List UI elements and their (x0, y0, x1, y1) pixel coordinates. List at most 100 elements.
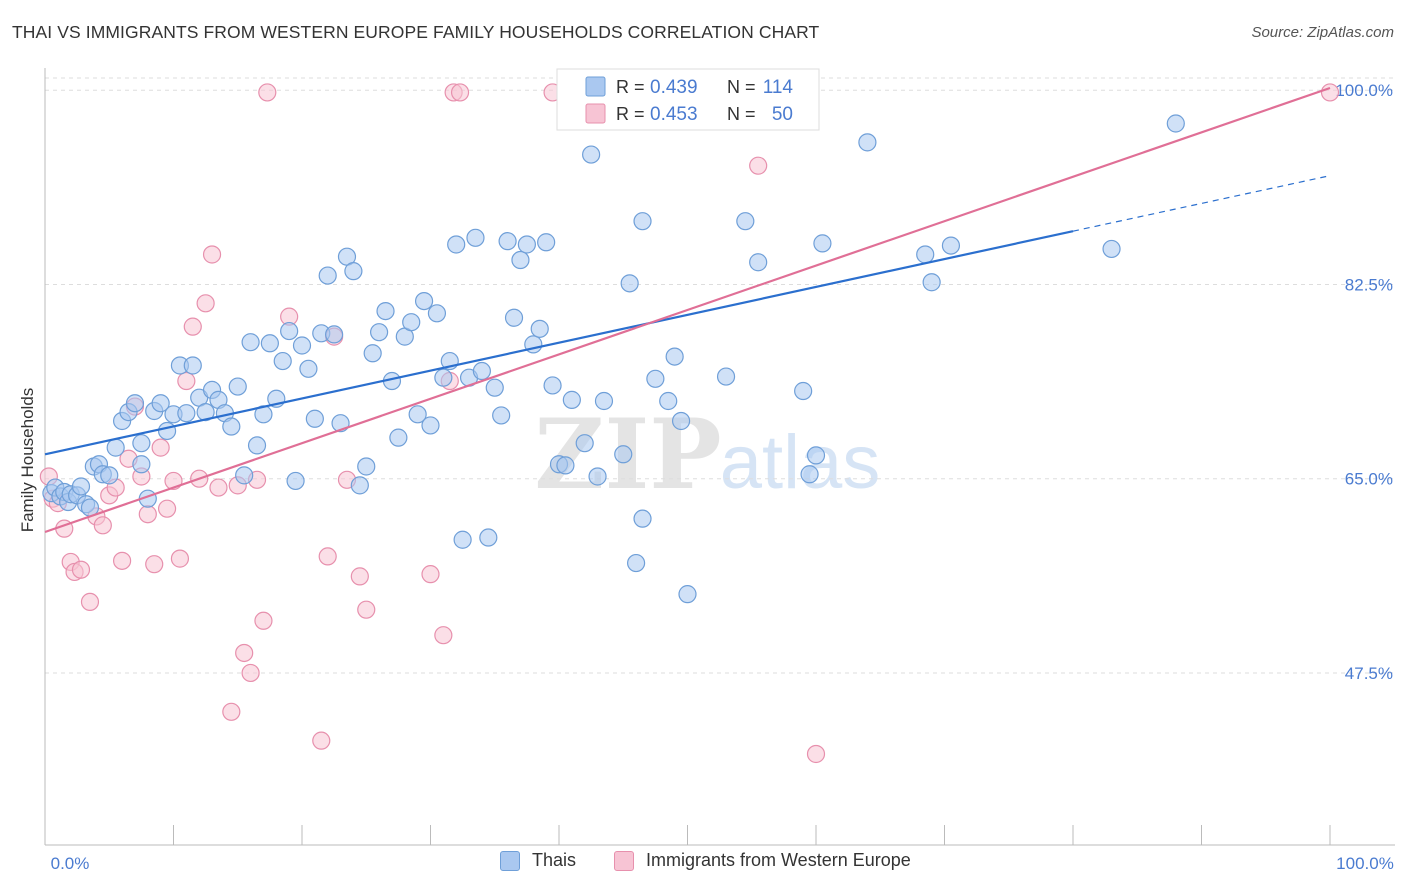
western-europe-point (350, 567, 369, 586)
western-europe-point (241, 663, 260, 683)
legend-label-western-europe: Immigrants from Western Europe (646, 850, 911, 870)
thais-point (916, 245, 935, 264)
thais-point (453, 530, 472, 549)
western-europe-point (196, 294, 215, 313)
stats-r-label: R = (616, 104, 645, 124)
western-europe-point (235, 643, 254, 663)
thais-points (42, 114, 1185, 604)
thais-point (235, 466, 254, 485)
thais-point (376, 301, 395, 321)
stats-n-label: N = (727, 104, 756, 124)
bottom-legend: Thais Immigrants from Western Europe (0, 850, 1406, 878)
thais-point (71, 477, 91, 496)
western-europe-point (145, 555, 164, 574)
thais-point (286, 471, 305, 491)
thais-point (941, 236, 961, 255)
stats-r-value: 0.439 (650, 77, 698, 98)
x-tick-label: 0.0% (51, 854, 90, 873)
thais-point (344, 262, 363, 281)
legend-label-thais: Thais (532, 850, 577, 870)
thais-point (363, 344, 382, 363)
thais-point (736, 212, 755, 231)
stats-legend: R = 0.439 N = 114 R = 0.453 N = 50 (556, 68, 820, 131)
thais-point (511, 250, 530, 270)
western-europe-swatch (614, 850, 634, 871)
thais-point (806, 446, 826, 465)
western-europe-point (806, 744, 826, 764)
thais-point (813, 234, 832, 253)
thais-point (671, 411, 691, 431)
thais-point (1166, 114, 1185, 133)
x-tick-label: 100.0% (1336, 854, 1394, 873)
thais-point (575, 434, 594, 453)
thais-point (228, 377, 247, 396)
thais-point (858, 133, 877, 152)
western-europe-point (421, 565, 440, 584)
thais-point (562, 390, 581, 409)
western-europe-point (749, 156, 768, 175)
thais-point (402, 313, 421, 332)
western-europe-point (357, 600, 376, 619)
western-europe-point (318, 547, 337, 566)
stats-n-label: N = (727, 77, 756, 97)
western-europe-point (157, 499, 177, 518)
thais-swatch (500, 850, 520, 871)
western-europe-point (254, 611, 273, 630)
stats-r-value: 0.453 (650, 104, 698, 125)
y-tick-label: 47.5% (1345, 664, 1393, 683)
thais-point (492, 406, 511, 425)
thais-trendline-extension (1072, 175, 1331, 232)
thais-point (485, 378, 504, 397)
thais-point (132, 434, 151, 453)
western-europe-point (93, 516, 112, 535)
thais-point (177, 404, 196, 423)
western-europe-point (222, 702, 241, 721)
western-europe-point (434, 626, 453, 645)
thais-point (556, 456, 575, 475)
stats-legend-swatch (585, 103, 606, 124)
y-tick-label: 65.0% (1345, 470, 1393, 489)
thais-point (479, 528, 498, 547)
legend-item-thais[interactable]: Thais (500, 850, 576, 871)
thais-point (157, 421, 177, 441)
western-europe-point (138, 505, 157, 524)
thais-point (299, 359, 318, 378)
stats-r-label: R = (616, 77, 645, 97)
thais-point (922, 273, 941, 292)
thais-point (582, 145, 601, 164)
western-europe-point (450, 83, 470, 102)
thais-point (318, 266, 337, 285)
thais-point (292, 336, 312, 355)
thais-point (659, 391, 678, 411)
stats-n-value: 50 (772, 104, 793, 125)
thais-point (537, 233, 556, 252)
thais-point (280, 321, 299, 341)
western-europe-point (202, 245, 222, 264)
thais-point (151, 394, 170, 413)
western-europe-point (183, 317, 202, 336)
thais-point (260, 334, 279, 353)
thais-point (665, 347, 684, 366)
western-europe-point (209, 478, 228, 497)
y-tick-label: 100.0% (1335, 81, 1393, 100)
western-europe-point (71, 560, 91, 579)
thais-point (633, 509, 652, 528)
source-label: Source: ZipAtlas.com (1251, 24, 1394, 41)
thais-trendline (44, 230, 1074, 456)
western-europe-trendline (44, 86, 1331, 534)
y-axis-label: Family Households (18, 387, 37, 533)
thais-point (247, 436, 267, 455)
thais-point (434, 368, 453, 387)
y-tick-label: 82.5% (1345, 275, 1393, 294)
thais-point (421, 416, 440, 435)
thais-point (794, 381, 813, 401)
thais-point (273, 351, 292, 371)
thais-point (678, 585, 697, 604)
legend-item-western-europe[interactable]: Immigrants from Western Europe (614, 850, 911, 871)
western-europe-point (258, 83, 277, 102)
thais-point (543, 376, 562, 395)
thais-point (472, 361, 491, 381)
chart-title: THAI VS IMMIGRANTS FROM WESTERN EUROPE F… (12, 22, 820, 42)
thais-point (350, 476, 369, 495)
